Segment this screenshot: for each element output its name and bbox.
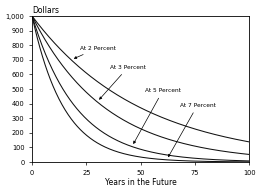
Text: Dollars: Dollars bbox=[32, 6, 59, 15]
Text: At 2 Percent: At 2 Percent bbox=[74, 46, 116, 58]
Text: At 5 Percent: At 5 Percent bbox=[134, 88, 181, 143]
Text: At 3 Percent: At 3 Percent bbox=[99, 65, 146, 99]
X-axis label: Years in the Future: Years in the Future bbox=[105, 179, 176, 187]
Text: At 7 Percent: At 7 Percent bbox=[168, 103, 216, 157]
